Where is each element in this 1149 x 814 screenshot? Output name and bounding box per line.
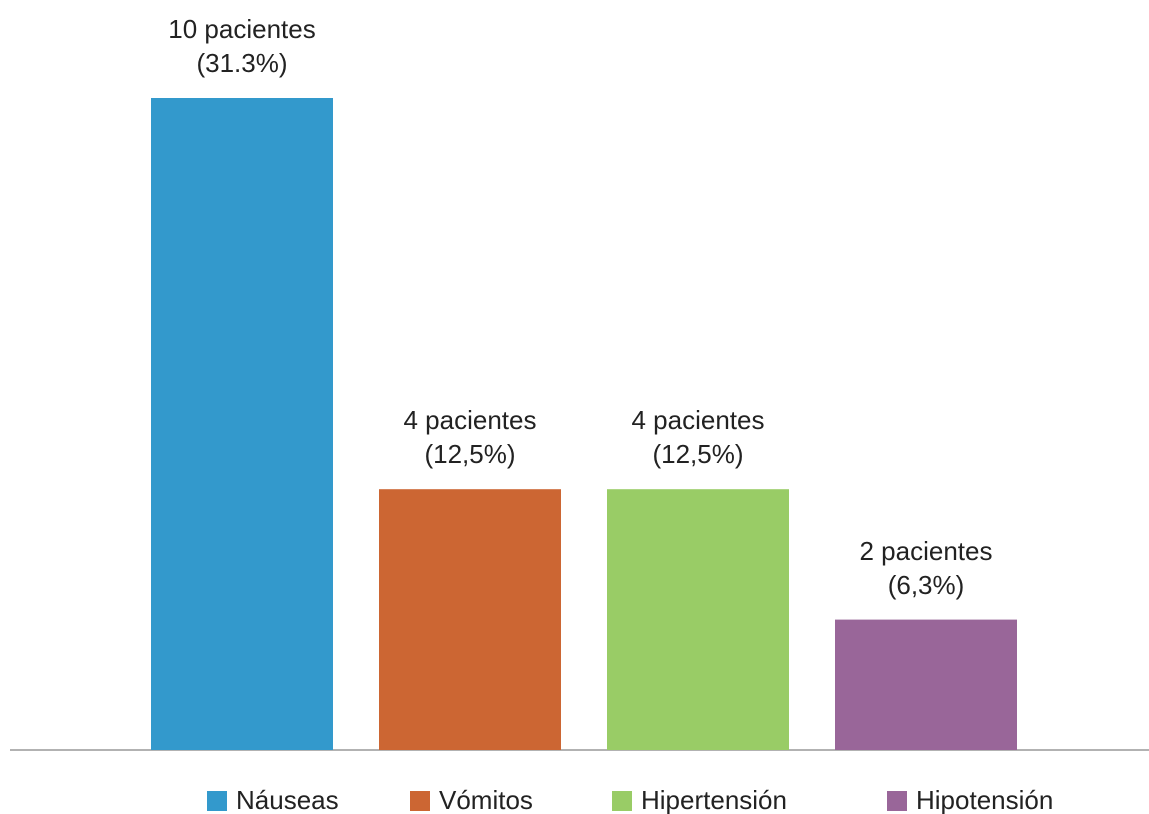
legend-label: Vómitos (439, 785, 533, 814)
value-label: 2 pacientes (6,3%) (859, 535, 993, 600)
value-label: 4 pacientes (12,5%) (631, 405, 765, 470)
value-label: 4 pacientes (12,5%) (403, 405, 537, 470)
legend-swatch (410, 791, 430, 811)
bar (151, 98, 333, 750)
legend-swatch (612, 791, 632, 811)
legend-label: Náuseas (236, 785, 339, 814)
legend-label: Hipertensión (641, 785, 787, 814)
bar (379, 489, 561, 750)
legend-swatch (887, 791, 907, 811)
bar (835, 619, 1017, 750)
legend-label: Hipotensión (916, 785, 1053, 814)
value-label: 10 pacientes (31.3%) (168, 14, 316, 78)
legend-swatch (207, 791, 227, 811)
bar (607, 489, 789, 750)
